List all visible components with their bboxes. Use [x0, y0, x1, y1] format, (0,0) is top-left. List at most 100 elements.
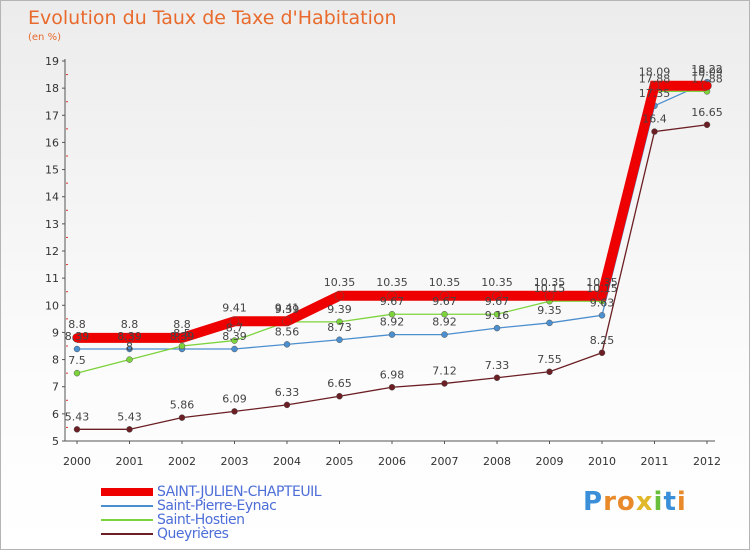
legend-label-saint-julien-chapteuil: SAINT-JULIEN-CHAPTEUIL — [157, 484, 322, 500]
data-label-saint-julien-chapteuil: 18.09 — [639, 66, 671, 79]
y-tick-label: 5 — [52, 435, 59, 448]
y-tick-label: 14 — [45, 191, 59, 204]
x-tick-label: 2002 — [168, 455, 196, 468]
data-label-queyrieres: 6.33 — [275, 386, 300, 399]
y-tick-label: 10 — [45, 299, 59, 312]
data-point-queyrieres — [388, 384, 396, 391]
data-label-saint-hostien: 8.5 — [173, 327, 191, 340]
logo-letter: r — [603, 487, 617, 517]
x-tick-label: 2003 — [221, 455, 249, 468]
data-point-saint-julien-chapteuil — [334, 291, 345, 301]
data-point-saint-julien-chapteuil — [544, 291, 555, 301]
data-point-saint-pierre-eynac — [126, 345, 133, 353]
data-label-saint-pierre-eynac: 9.63 — [590, 296, 615, 309]
x-tick-label: 2001 — [116, 455, 144, 468]
data-point-saint-pierre-eynac — [231, 345, 238, 353]
data-point-saint-pierre-eynac — [598, 312, 606, 319]
data-label-saint-hostien: 8.7 — [226, 322, 244, 335]
logo-letter: i — [653, 487, 664, 517]
data-point-saint-hostien — [336, 318, 343, 326]
data-point-queyrieres — [546, 368, 553, 376]
legend-swatch-queyrieres — [101, 533, 153, 535]
data-point-saint-julien-chapteuil — [282, 316, 292, 327]
y-tick-label: 6 — [52, 408, 59, 421]
data-point-saint-julien-chapteuil — [229, 316, 240, 327]
y-axis-unit-label: (en %) — [28, 32, 61, 43]
data-label-saint-julien-chapteuil: 10.35 — [429, 276, 461, 289]
data-label-saint-hostien: 9.67 — [380, 295, 405, 308]
x-tick-label: 2011 — [641, 455, 669, 468]
data-point-saint-julien-chapteuil — [492, 291, 502, 301]
data-point-saint-pierre-eynac — [441, 331, 448, 338]
data-label-saint-pierre-eynac: 8.39 — [65, 330, 90, 343]
data-label-queyrieres: 8.25 — [590, 334, 615, 347]
y-tick-label: 16 — [45, 136, 59, 149]
data-label-saint-pierre-eynac: 8.39 — [170, 330, 195, 343]
y-tick-label: 7 — [52, 381, 59, 394]
data-label-queyrieres: 6.98 — [380, 368, 405, 381]
x-tick-label: 2007 — [431, 455, 459, 468]
proxiti-logo: Proxiti — [583, 487, 687, 517]
data-label-saint-pierre-eynac: 8.56 — [275, 325, 300, 338]
data-label-saint-julien-chapteuil: 10.35 — [376, 276, 408, 289]
data-point-saint-julien-chapteuil — [177, 333, 187, 343]
data-label-queyrieres: 5.43 — [117, 410, 142, 423]
data-point-saint-julien-chapteuil — [649, 80, 660, 91]
data-point-saint-hostien — [388, 310, 396, 318]
data-point-saint-julien-chapteuil — [124, 333, 135, 343]
data-label-saint-pierre-eynac: 8.92 — [432, 316, 457, 329]
data-label-saint-pierre-eynac: 8.73 — [327, 321, 352, 334]
x-tick-label: 2010 — [588, 455, 616, 468]
data-point-queyrieres — [598, 349, 606, 357]
logo-letter: o — [616, 487, 636, 517]
x-tick-label: 2008 — [483, 455, 511, 468]
data-label-saint-pierre-eynac: 9.35 — [537, 304, 562, 317]
y-tick-label: 18 — [45, 82, 59, 95]
data-point-queyrieres — [126, 426, 133, 433]
data-label-saint-pierre-eynac: 9.16 — [485, 309, 510, 322]
data-point-saint-julien-chapteuil — [439, 291, 450, 301]
logo-letter: P — [583, 487, 604, 517]
data-label-saint-hostien: 9.39 — [327, 303, 352, 316]
y-tick-label: 17 — [45, 109, 59, 122]
y-tick-label: 19 — [45, 55, 59, 68]
data-point-saint-hostien — [178, 342, 186, 350]
data-point-saint-julien-chapteuil — [597, 291, 607, 301]
data-label-saint-julien-chapteuil: 8.8 — [173, 318, 191, 331]
data-point-saint-hostien — [493, 310, 501, 318]
data-label-saint-julien-chapteuil: 10.35 — [586, 276, 618, 289]
data-point-saint-pierre-eynac — [388, 331, 396, 338]
x-tick-label: 2012 — [693, 455, 721, 468]
data-label-saint-julien-chapteuil: 8.8 — [68, 318, 86, 331]
data-label-queyrieres: 7.55 — [537, 353, 562, 366]
logo-letter: x — [635, 487, 654, 517]
chart-title: Evolution du Taux de Taxe d'Habitation — [28, 7, 397, 29]
data-point-saint-julien-chapteuil — [702, 80, 712, 91]
legend-swatch-saint-julien-chapteuil — [101, 488, 153, 496]
data-label-saint-julien-chapteuil: 9.41 — [275, 301, 300, 314]
data-label-saint-pierre-eynac: 17.35 — [639, 87, 671, 100]
data-label-saint-pierre-eynac: 8.92 — [380, 316, 405, 329]
data-label-saint-hostien: 8 — [126, 341, 133, 354]
y-tick-label: 9 — [52, 326, 59, 339]
data-point-saint-hostien — [441, 310, 448, 318]
data-point-queyrieres — [651, 128, 658, 135]
data-label-saint-julien-chapteuil: 10.35 — [534, 276, 566, 289]
data-point-saint-hostien — [126, 356, 133, 363]
data-label-saint-julien-chapteuil: 18.09 — [691, 66, 723, 79]
data-label-queyrieres: 16.65 — [691, 106, 723, 119]
data-point-saint-pierre-eynac — [546, 319, 553, 327]
data-label-saint-julien-chapteuil: 10.35 — [481, 276, 513, 289]
data-label-saint-hostien: 10.15 — [586, 282, 618, 295]
y-tick-label: 12 — [45, 245, 59, 258]
data-label-saint-hostien: 9.67 — [485, 295, 510, 308]
data-label-saint-hostien: 9.39 — [275, 303, 300, 316]
legend-label-saint-hostien: Saint-Hostien — [157, 512, 245, 528]
data-label-saint-julien-chapteuil: 9.41 — [222, 301, 247, 314]
data-label-saint-hostien: 9.67 — [432, 295, 457, 308]
data-point-saint-hostien — [231, 337, 238, 344]
y-tick-label: 11 — [45, 272, 59, 285]
data-label-saint-hostien: 17.88 — [691, 72, 723, 85]
